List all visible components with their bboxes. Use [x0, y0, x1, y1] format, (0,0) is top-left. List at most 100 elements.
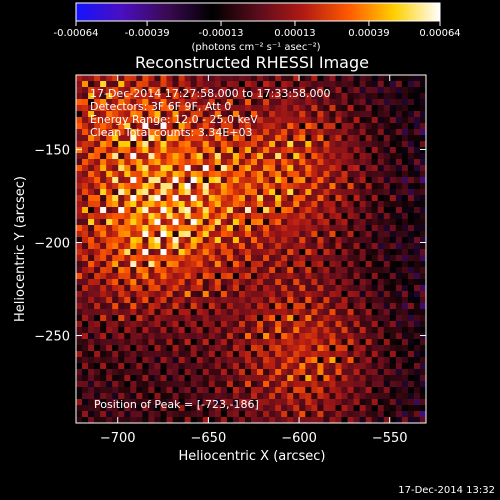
- heatmap-cell: [299, 135, 306, 142]
- heatmap-cell: [395, 411, 403, 418]
- heatmap-cell: [365, 225, 373, 232]
- heatmap-cell: [329, 279, 336, 286]
- heatmap-cell: [305, 75, 312, 82]
- heatmap-cell: [263, 75, 270, 82]
- heatmap-cell: [160, 231, 167, 238]
- heatmap-cell: [106, 219, 113, 226]
- heatmap-cell: [287, 147, 294, 154]
- heatmap-cell: [353, 81, 361, 88]
- heatmap-cell: [220, 261, 228, 268]
- heatmap-cell: [311, 405, 318, 412]
- heatmap-cell: [371, 159, 379, 166]
- heatmap-cell: [395, 243, 403, 250]
- heatmap-cell: [82, 405, 89, 412]
- heatmap-cell: [76, 117, 83, 124]
- heatmap-cell: [257, 255, 264, 262]
- heatmap-cell: [94, 309, 101, 316]
- heatmap-cell: [263, 249, 270, 256]
- heatmap-cell: [359, 231, 367, 238]
- heatmap-cell: [413, 135, 421, 142]
- heatmap-cell: [190, 339, 198, 346]
- heatmap-cell: [226, 111, 234, 118]
- heatmap-cell: [377, 345, 385, 352]
- heatmap-cell: [214, 189, 222, 196]
- heatmap-cell: [106, 81, 113, 88]
- heatmap-cell: [263, 171, 270, 178]
- heatmap-cell: [359, 333, 367, 340]
- heatmap-cell: [154, 327, 161, 334]
- heatmap-cell: [263, 213, 270, 220]
- heatmap-cell: [94, 285, 101, 292]
- heatmap-cell: [106, 231, 113, 238]
- heatmap-cell: [76, 111, 83, 118]
- heatmap-cell: [232, 135, 240, 142]
- heatmap-cell: [335, 171, 342, 178]
- heatmap-cell: [365, 339, 373, 346]
- heatmap-cell: [196, 249, 204, 256]
- heatmap-cell: [190, 225, 198, 232]
- heatmap-cell: [160, 321, 167, 328]
- heatmap-cell: [353, 117, 361, 124]
- heatmap-cell: [88, 285, 95, 292]
- heatmap-cell: [130, 117, 137, 124]
- heatmap-cell: [281, 285, 288, 292]
- heatmap-cell: [269, 183, 276, 190]
- heatmap-cell: [251, 207, 258, 214]
- heatmap-cell: [76, 99, 83, 106]
- heatmap-cell: [395, 267, 403, 274]
- heatmap-cell: [196, 297, 204, 304]
- heatmap-cell: [124, 177, 131, 184]
- heatmap-cell: [347, 123, 354, 130]
- heatmap-cell: [383, 303, 391, 310]
- heatmap-cell: [136, 105, 143, 112]
- heatmap-cell: [371, 87, 379, 94]
- heatmap-cell: [305, 141, 312, 148]
- heatmap-cell: [401, 153, 409, 160]
- heatmap-cell: [257, 297, 264, 304]
- heatmap-cell: [106, 99, 113, 106]
- heatmap-cell: [293, 87, 300, 94]
- heatmap-cell: [166, 273, 173, 280]
- heatmap-cell: [311, 207, 318, 214]
- heatmap-cell: [365, 99, 373, 106]
- heatmap-cell: [112, 405, 119, 412]
- heatmap-cell: [130, 135, 137, 142]
- heatmap-cell: [154, 273, 161, 280]
- heatmap-cell: [208, 303, 216, 310]
- heatmap-cell: [407, 321, 415, 328]
- heatmap-cell: [118, 255, 125, 262]
- heatmap-cell: [413, 75, 421, 82]
- heatmap-cell: [371, 141, 379, 148]
- heatmap-cell: [184, 279, 192, 286]
- heatmap-cell: [269, 261, 276, 268]
- heatmap-cell: [196, 279, 204, 286]
- heatmap-cell: [389, 213, 397, 220]
- heatmap-cell: [232, 405, 240, 412]
- heatmap-cell: [154, 135, 161, 142]
- heatmap-cell: [136, 153, 143, 160]
- heatmap-cell: [281, 105, 288, 112]
- heatmap-cell: [251, 411, 258, 418]
- heatmap-cell: [281, 201, 288, 208]
- heatmap-cell: [196, 159, 204, 166]
- heatmap-cell: [341, 243, 348, 250]
- heatmap-cell: [100, 153, 107, 160]
- heatmap-cell: [124, 75, 131, 82]
- heatmap-cell: [287, 81, 294, 88]
- heatmap-cell: [395, 189, 403, 196]
- heatmap-cell: [251, 225, 258, 232]
- heatmap-cell: [190, 309, 198, 316]
- heatmap-cell: [251, 375, 258, 382]
- heatmap-cell: [154, 303, 161, 310]
- heatmap-cell: [389, 225, 397, 232]
- heatmap-cell: [112, 387, 119, 394]
- heatmap-cell: [401, 189, 409, 196]
- heatmap-cell: [232, 333, 240, 340]
- heatmap-cell: [154, 93, 161, 100]
- heatmap-cell: [419, 153, 427, 160]
- heatmap-cell: [287, 117, 294, 124]
- heatmap-cell: [401, 117, 409, 124]
- heatmap-cell: [395, 117, 403, 124]
- heatmap-cell: [407, 177, 415, 184]
- heatmap-cell: [178, 243, 186, 250]
